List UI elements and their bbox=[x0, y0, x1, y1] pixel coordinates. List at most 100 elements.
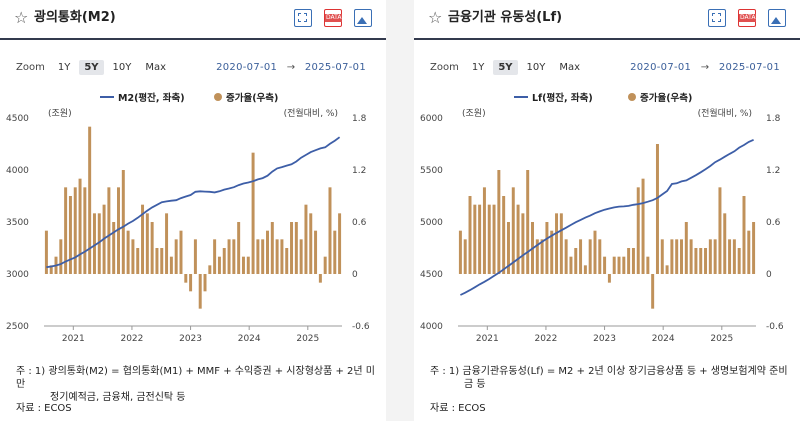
bar bbox=[251, 152, 255, 274]
legend-bar-swatch bbox=[628, 93, 636, 101]
zoom-5y-button[interactable]: 5Y bbox=[79, 60, 104, 75]
bar bbox=[564, 239, 568, 274]
bar bbox=[333, 230, 337, 274]
bar bbox=[189, 274, 193, 292]
bar bbox=[718, 187, 722, 274]
legend-line-label: Lf(평잔, 좌축) bbox=[532, 92, 593, 104]
x-tick-label: 2023 bbox=[593, 334, 616, 344]
bar bbox=[468, 196, 472, 274]
bar bbox=[121, 170, 125, 274]
zoom-10y-button[interactable]: 10Y bbox=[526, 62, 546, 73]
chart-lf: Lf(평잔, 좌축) 증가율(우측) (조원) (전월대비, %) 4000 4500 50… bbox=[420, 92, 784, 344]
panel-gap bbox=[386, 0, 414, 421]
x-tick-label: 2025 bbox=[710, 334, 733, 344]
bar bbox=[270, 222, 274, 274]
bar bbox=[83, 187, 87, 274]
bar bbox=[131, 239, 135, 274]
bar bbox=[150, 222, 154, 274]
chart-m2: M2(평잔, 좌축) 증가율(우측) (조원) (전월대비, %) 2500 3000 35… bbox=[6, 92, 370, 344]
image-icon[interactable] bbox=[354, 9, 372, 27]
zoom-1y-button[interactable]: 1Y bbox=[471, 62, 485, 73]
left-tick-label: 3000 bbox=[6, 270, 29, 280]
right-tick-label: 0 bbox=[352, 270, 358, 280]
bar bbox=[487, 204, 491, 274]
left-tick-label: 4000 bbox=[420, 322, 443, 332]
x-tick-label: 2021 bbox=[476, 334, 499, 344]
bar bbox=[478, 204, 482, 274]
date-from[interactable]: 2020-07-01 bbox=[216, 62, 278, 73]
bar bbox=[588, 239, 592, 274]
date-to[interactable]: 2025-07-01 bbox=[304, 62, 366, 73]
bar bbox=[285, 248, 289, 274]
bar bbox=[160, 248, 164, 274]
series-line bbox=[46, 136, 341, 269]
left-tick-label: 5500 bbox=[420, 166, 443, 176]
bar bbox=[256, 239, 260, 274]
zoom-10y-button[interactable]: 10Y bbox=[112, 62, 132, 73]
bar bbox=[502, 196, 506, 274]
bar bbox=[723, 213, 727, 274]
image-icon[interactable] bbox=[768, 9, 786, 27]
source-text: 자료 : ECOS bbox=[430, 403, 486, 414]
bar bbox=[213, 239, 217, 274]
bar bbox=[545, 222, 549, 274]
x-tick-label: 2025 bbox=[296, 334, 319, 344]
bar bbox=[612, 256, 616, 274]
bar bbox=[237, 222, 241, 274]
right-tick-label: 0.6 bbox=[766, 218, 781, 228]
right-tick-label: -0.6 bbox=[352, 322, 370, 332]
right-axis-unit: (전월대비, %) bbox=[698, 107, 752, 119]
bar bbox=[526, 170, 530, 274]
series-line bbox=[460, 138, 754, 296]
footnote: 주 : 1) 광의통화(M2) = 협의통화(M1) + MMF + 수익증권 … bbox=[16, 365, 376, 404]
expand-icon[interactable] bbox=[708, 9, 726, 27]
bar bbox=[184, 274, 188, 283]
footnote-line-1: 주 : 1) 광의통화(M2) = 협의통화(M1) + MMF + 수익증권 … bbox=[16, 366, 375, 390]
chart-panel-m2: ☆ 광의통화(M2) DATA Zoom 1Y 5Y 10Y Max 2020-… bbox=[0, 0, 386, 421]
date-range: 2020-07-01 → 2025-07-01 bbox=[216, 62, 366, 73]
header-tools: DATA bbox=[294, 9, 372, 27]
star-icon[interactable]: ☆ bbox=[14, 8, 29, 27]
bar bbox=[458, 230, 462, 274]
bar bbox=[747, 230, 751, 274]
bar bbox=[328, 187, 332, 274]
bar bbox=[126, 230, 130, 274]
bar bbox=[593, 230, 597, 274]
zoom-selector: Zoom 1Y 5Y 10Y Max bbox=[430, 60, 589, 75]
zoom-max-button[interactable]: Max bbox=[145, 62, 167, 73]
bar bbox=[222, 248, 226, 274]
bar bbox=[732, 239, 736, 274]
data-icon[interactable]: DATA bbox=[324, 9, 343, 27]
expand-icon[interactable] bbox=[294, 9, 312, 27]
zoom-5y-button[interactable]: 5Y bbox=[493, 60, 518, 75]
bar bbox=[309, 213, 313, 274]
bar bbox=[275, 239, 279, 274]
x-tick-label: 2023 bbox=[179, 334, 202, 344]
right-tick-label: 1.2 bbox=[766, 166, 780, 176]
left-axis-unit: (조원) bbox=[462, 108, 486, 119]
zoom-1y-button[interactable]: 1Y bbox=[57, 62, 71, 73]
legend-line-label: M2(평잔, 좌축) bbox=[118, 92, 185, 104]
bar bbox=[314, 230, 318, 274]
panel-header: ☆ 광의통화(M2) DATA bbox=[0, 0, 386, 40]
zoom-label: Zoom bbox=[16, 62, 45, 73]
date-to[interactable]: 2025-07-01 bbox=[718, 62, 780, 73]
right-tick-label: 0 bbox=[766, 270, 772, 280]
bar bbox=[646, 256, 650, 274]
source-text: 자료 : ECOS bbox=[16, 403, 72, 414]
bar bbox=[492, 204, 496, 274]
date-arrow: → bbox=[286, 62, 296, 73]
star-icon[interactable]: ☆ bbox=[428, 8, 443, 27]
bar bbox=[497, 170, 501, 274]
bar bbox=[631, 248, 635, 274]
zoom-max-button[interactable]: Max bbox=[559, 62, 581, 73]
date-from[interactable]: 2020-07-01 bbox=[630, 62, 692, 73]
panel-header: ☆ 금융기관 유동성(Lf) DATA bbox=[414, 0, 800, 40]
bar bbox=[78, 178, 82, 274]
footnote-line-2: 정기예적금, 금융채, 금전신탁 등 bbox=[50, 392, 186, 403]
date-range: 2020-07-01 → 2025-07-01 bbox=[630, 62, 780, 73]
left-axis-unit: (조원) bbox=[48, 108, 72, 119]
data-icon[interactable]: DATA bbox=[738, 9, 757, 27]
bar bbox=[655, 144, 659, 274]
bar bbox=[516, 204, 520, 274]
